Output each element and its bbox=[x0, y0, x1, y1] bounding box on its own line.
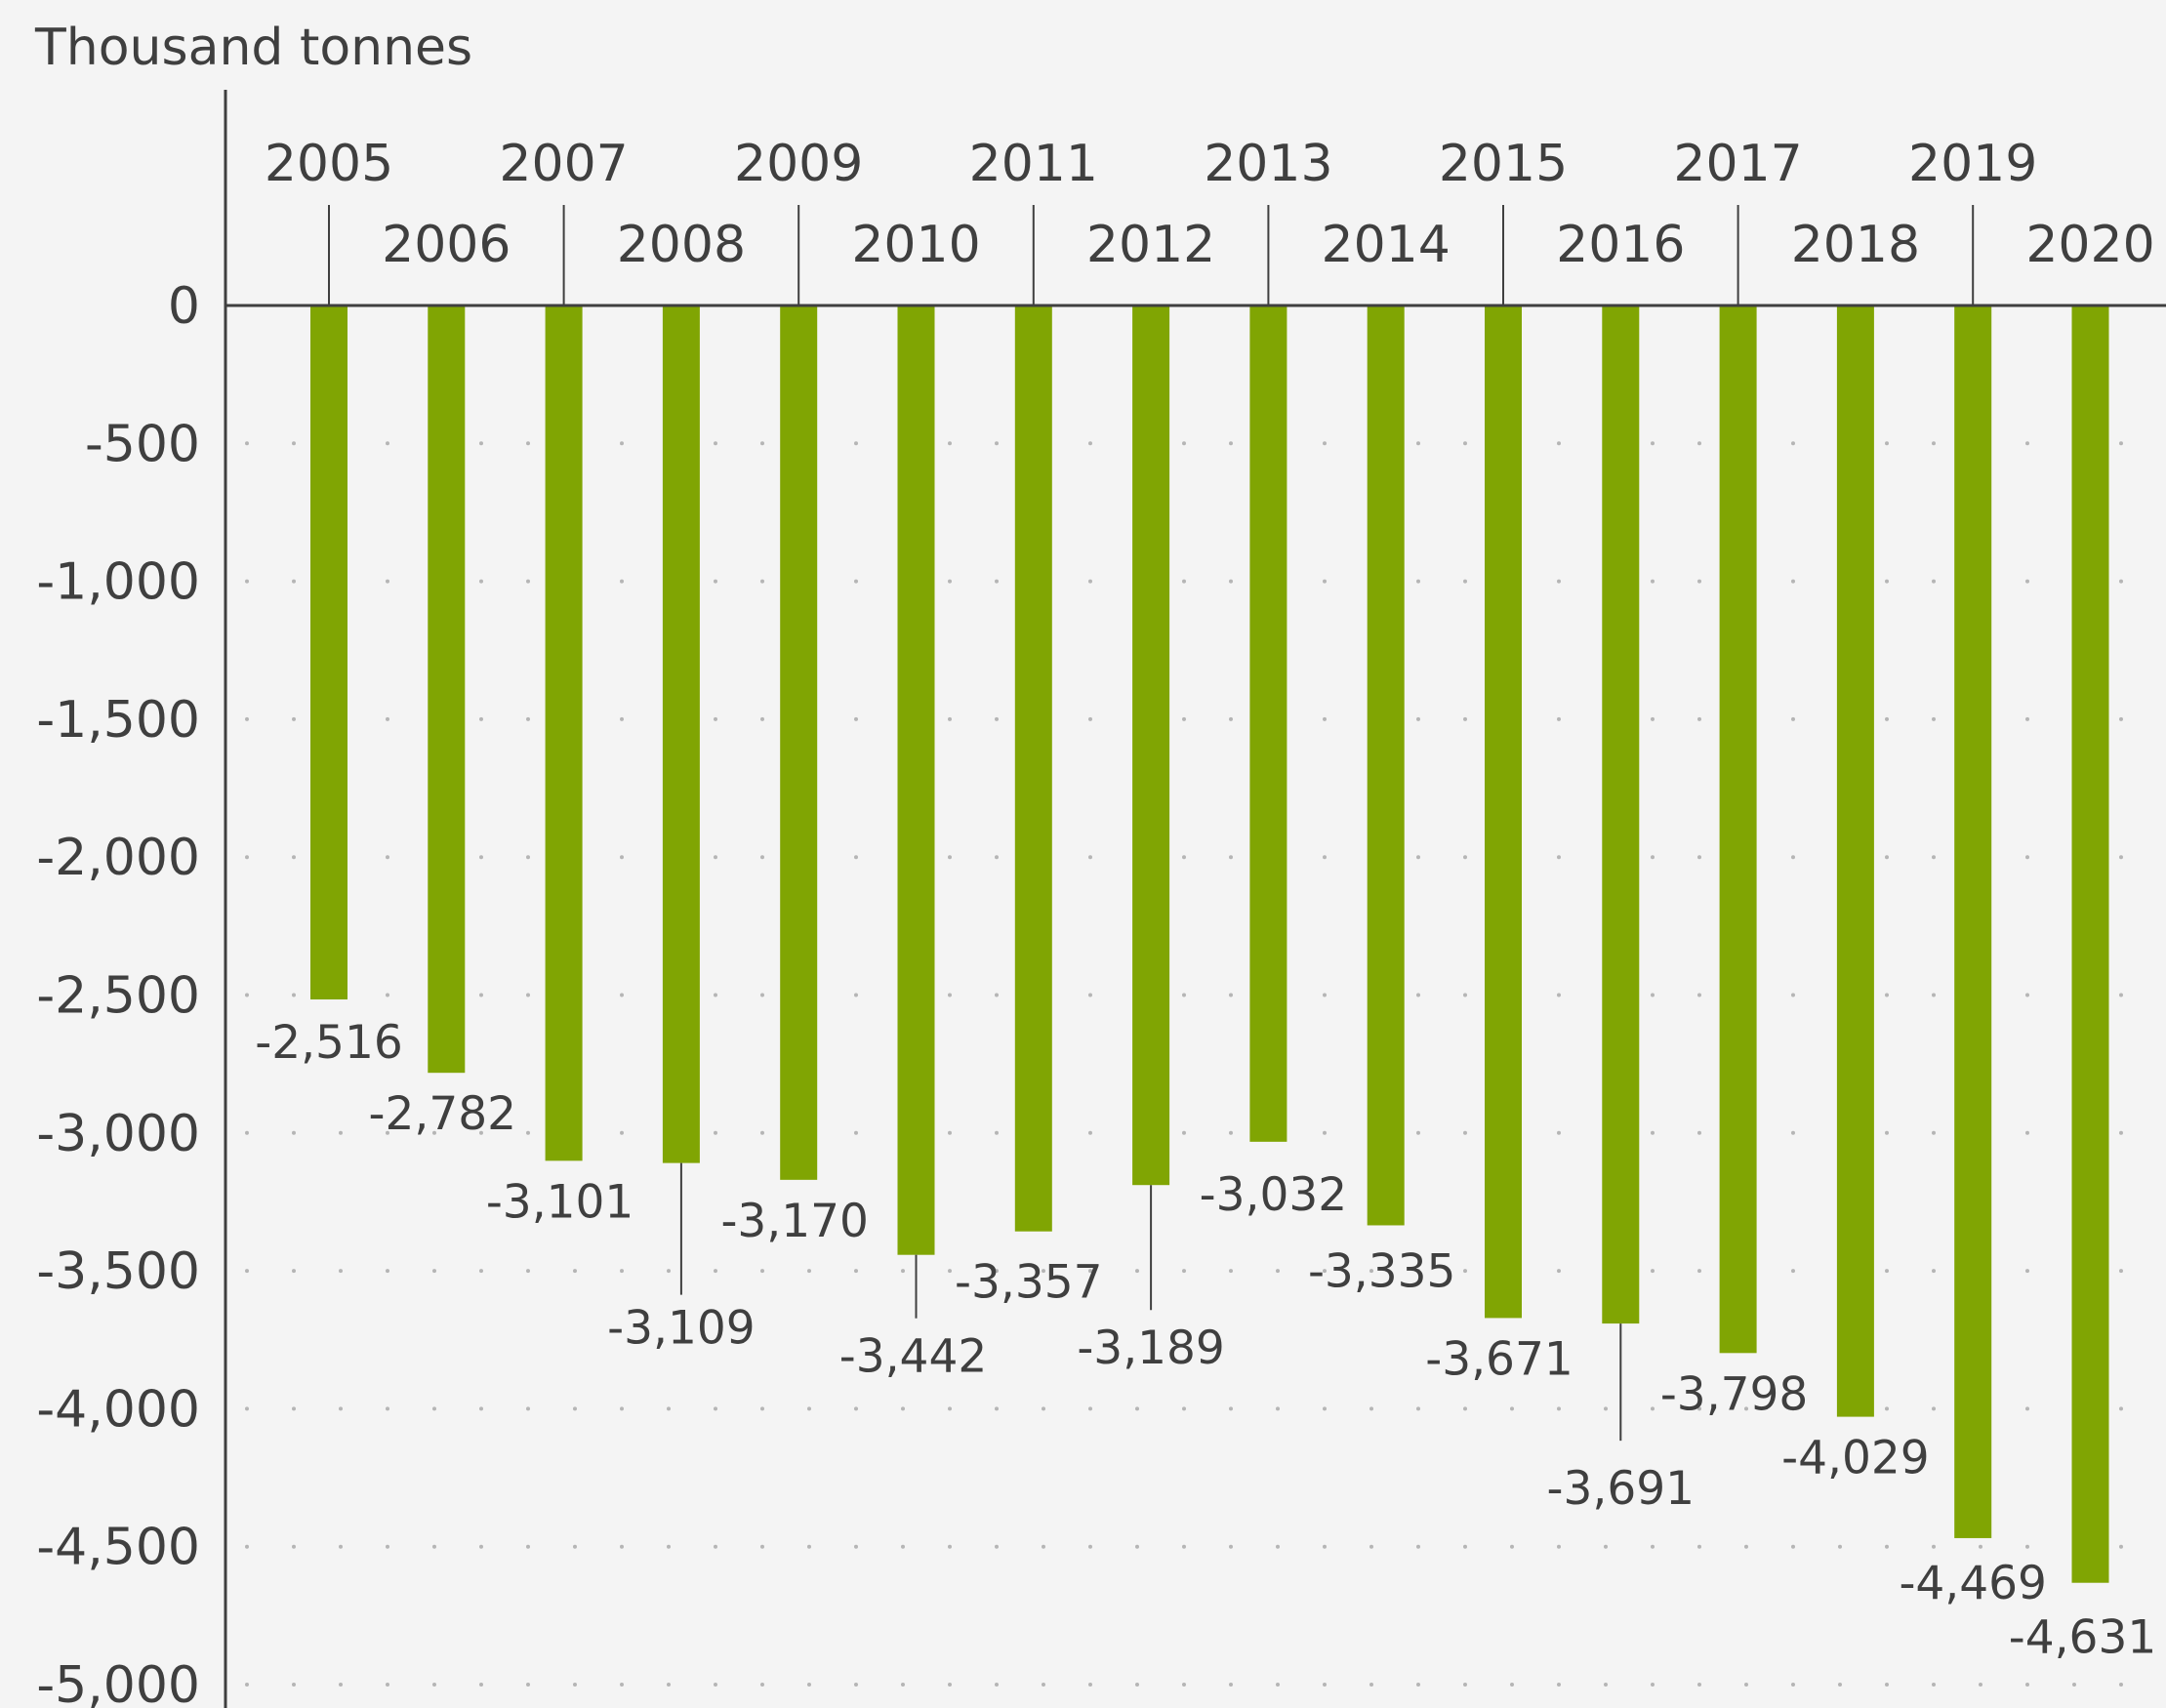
data-labels: -2,516 -2,782 -3,101 -3,109 -3,170 -3,442 -3,3… bbox=[255, 1016, 2156, 1665]
data-label: -4,029 bbox=[1781, 1432, 1930, 1485]
bar bbox=[1014, 305, 1052, 1232]
data-label: -3,798 bbox=[1660, 1367, 1809, 1421]
y-tick-label: -2,500 bbox=[36, 967, 200, 1026]
y-axis-title: Thousand tonnes bbox=[34, 19, 472, 77]
category-label: 2013 bbox=[1204, 135, 1332, 193]
data-label: -4,631 bbox=[2009, 1611, 2157, 1665]
y-tick-label: -4,500 bbox=[36, 1519, 200, 1577]
data-label: -2,782 bbox=[369, 1087, 517, 1141]
y-tick-label: -3,000 bbox=[36, 1105, 200, 1163]
bar bbox=[1485, 305, 1522, 1319]
bar bbox=[545, 305, 583, 1161]
category-label: 2015 bbox=[1439, 135, 1568, 193]
y-tick-label: -4,000 bbox=[36, 1380, 200, 1439]
bar bbox=[1132, 305, 1170, 1186]
y-tick-label: -5,000 bbox=[36, 1656, 200, 1708]
category-label: 2018 bbox=[1791, 216, 1920, 274]
bar bbox=[2071, 305, 2109, 1583]
bar bbox=[1719, 305, 1757, 1354]
bar bbox=[428, 305, 466, 1074]
y-tick-label: 0 bbox=[168, 277, 200, 336]
y-tick-label: -2,000 bbox=[36, 829, 200, 887]
category-label: 2017 bbox=[1673, 135, 1802, 193]
label-leader-lines bbox=[679, 1162, 1622, 1442]
bar bbox=[897, 305, 935, 1255]
bar bbox=[780, 305, 818, 1180]
category-label: 2016 bbox=[1556, 216, 1685, 274]
data-label: -3,335 bbox=[1308, 1244, 1456, 1298]
y-tick-label: -1,000 bbox=[36, 553, 200, 612]
bar bbox=[1249, 305, 1287, 1142]
category-label: 2006 bbox=[382, 216, 511, 274]
category-ticks bbox=[328, 205, 1975, 305]
category-label: 2005 bbox=[265, 135, 393, 193]
bar bbox=[1954, 305, 1992, 1538]
data-label: -3,671 bbox=[1425, 1332, 1573, 1386]
category-label: 2014 bbox=[1322, 216, 1451, 274]
grid-lines bbox=[245, 441, 2166, 1687]
category-label: 2020 bbox=[2025, 216, 2154, 274]
data-label: -3,691 bbox=[1547, 1462, 1696, 1516]
bars bbox=[310, 305, 2109, 1583]
bar bbox=[310, 305, 347, 1000]
bar bbox=[1602, 305, 1640, 1324]
category-label: 2009 bbox=[734, 135, 863, 193]
category-label: 2012 bbox=[1086, 216, 1215, 274]
y-tick-label: -3,500 bbox=[36, 1242, 200, 1301]
data-label: -3,032 bbox=[1200, 1168, 1348, 1222]
data-label: -3,109 bbox=[607, 1302, 756, 1356]
category-label: 2011 bbox=[969, 135, 1098, 193]
category-label: 2010 bbox=[851, 216, 980, 274]
data-label: -3,101 bbox=[486, 1175, 634, 1229]
category-label: 2007 bbox=[499, 135, 628, 193]
category-labels: 2005 2006 2007 2008 2009 2010 2011 2012 2013 2014… bbox=[265, 135, 2155, 274]
data-label: -4,469 bbox=[1899, 1557, 2047, 1610]
data-label: -3,442 bbox=[839, 1330, 988, 1384]
bar bbox=[1367, 305, 1405, 1226]
data-label: -2,516 bbox=[255, 1016, 403, 1070]
y-tick-label: -1,500 bbox=[36, 691, 200, 750]
bar bbox=[662, 305, 700, 1163]
y-axis-ticks: 0 -500 -1,000 -1,500 -2,000 -2,500 -3,000 -3,50… bbox=[36, 277, 200, 1708]
data-label: -3,170 bbox=[720, 1195, 869, 1248]
category-label: 2008 bbox=[617, 216, 746, 274]
data-label: -3,357 bbox=[955, 1256, 1103, 1310]
bar bbox=[1836, 305, 1874, 1417]
category-label: 2019 bbox=[1908, 135, 2037, 193]
data-label: -3,189 bbox=[1077, 1322, 1225, 1375]
y-tick-label: -500 bbox=[85, 415, 200, 473]
